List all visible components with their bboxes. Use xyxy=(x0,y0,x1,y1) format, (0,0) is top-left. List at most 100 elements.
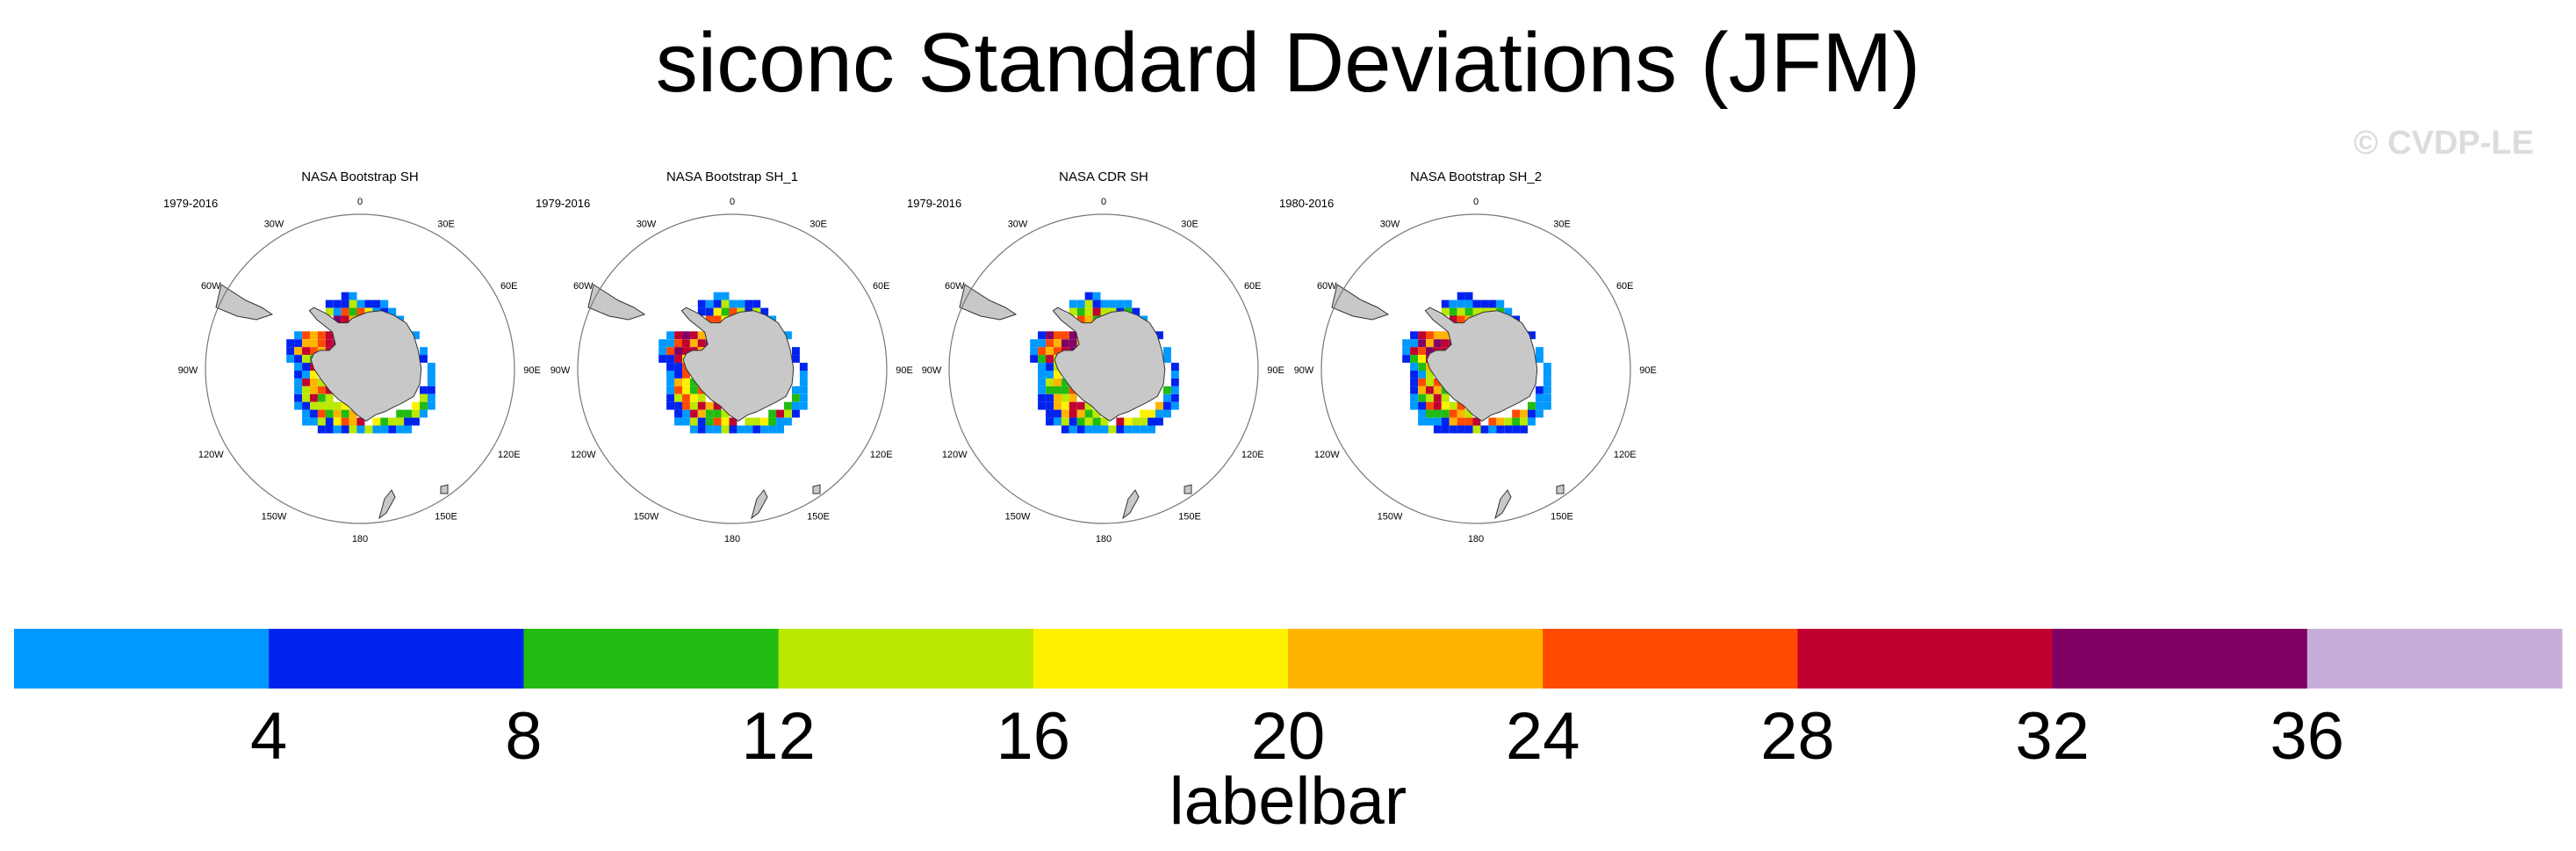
data-cell xyxy=(1418,347,1427,356)
data-cell xyxy=(1441,339,1450,348)
data-cell xyxy=(1116,417,1125,426)
data-cell xyxy=(705,401,714,410)
data-cell xyxy=(729,425,738,434)
data-cell xyxy=(1488,425,1497,434)
data-cell xyxy=(1426,331,1434,340)
data-cell xyxy=(1441,331,1450,340)
longitude-label: 0 xyxy=(357,197,363,207)
data-cell xyxy=(1084,315,1093,324)
data-cell xyxy=(1449,299,1457,308)
longitude-label: 60W xyxy=(945,281,965,292)
south-america-land xyxy=(1331,284,1390,321)
data-cell xyxy=(713,307,722,316)
data-cell xyxy=(1170,371,1179,379)
data-cell xyxy=(1140,409,1148,418)
data-cell xyxy=(1449,401,1457,410)
data-cell xyxy=(294,386,303,394)
data-cell xyxy=(799,386,808,394)
data-cell xyxy=(674,393,683,402)
data-cell xyxy=(1076,409,1085,418)
data-cell xyxy=(1418,339,1427,348)
data-cell xyxy=(1528,331,1536,340)
antarctica-land xyxy=(308,307,422,422)
data-cell xyxy=(388,417,397,426)
data-cell xyxy=(689,393,698,402)
data-cell xyxy=(1464,292,1473,300)
longitude-label: 60W xyxy=(201,281,221,292)
data-cell xyxy=(1084,409,1093,418)
antarctica-land xyxy=(1052,307,1166,422)
data-cell xyxy=(1418,417,1427,426)
data-cell xyxy=(1441,299,1450,308)
data-cell xyxy=(799,371,808,379)
data-cell xyxy=(1054,378,1061,386)
data-cell xyxy=(1536,401,1543,410)
data-cell xyxy=(286,339,295,348)
data-cell xyxy=(1433,401,1442,410)
data-cell xyxy=(1496,417,1505,426)
data-cell xyxy=(286,347,295,356)
data-cell xyxy=(427,378,435,386)
south-america-land xyxy=(587,284,646,321)
data-cell xyxy=(1038,331,1047,340)
data-cell xyxy=(333,409,342,418)
data-cell xyxy=(1163,393,1171,402)
data-cell xyxy=(1418,401,1427,410)
data-cell xyxy=(1433,378,1442,386)
data-cell xyxy=(1426,339,1434,348)
colorbar-tick-label: 4 xyxy=(250,699,287,774)
data-cell xyxy=(1426,401,1434,410)
data-cell xyxy=(1512,425,1521,434)
data-cell xyxy=(1528,409,1536,418)
data-cell xyxy=(713,299,722,308)
data-cell xyxy=(792,386,800,394)
data-cell xyxy=(689,339,698,348)
colorbar-segment xyxy=(523,629,780,689)
tasmania-land xyxy=(1184,484,1192,494)
panel-period: 1979-2016 xyxy=(907,197,961,210)
data-cell xyxy=(1163,355,1171,364)
map-panel-4: NASA Bootstrap SH_2 1980-2016 0 30E 60E 90E 12… xyxy=(1279,169,1657,544)
longitude-label: 150W xyxy=(1005,511,1031,522)
data-cell xyxy=(682,417,690,426)
data-cell xyxy=(1046,417,1054,426)
data-cell xyxy=(1410,371,1419,379)
data-cell xyxy=(1496,299,1505,308)
data-cell xyxy=(705,299,714,308)
data-cell xyxy=(1543,378,1551,386)
data-cell xyxy=(310,401,318,410)
data-cell xyxy=(1457,307,1465,316)
data-cell xyxy=(1076,315,1085,324)
data-cell xyxy=(1457,299,1465,308)
data-cell xyxy=(1038,339,1047,348)
map-panel-2: NASA Bootstrap SH_1 1979-2016 0 30E 60E 90E 12… xyxy=(536,169,913,544)
data-cell xyxy=(333,307,342,316)
panel-period: 1979-2016 xyxy=(536,197,590,210)
data-cell xyxy=(666,331,675,340)
data-cell xyxy=(294,393,303,402)
data-cell xyxy=(713,401,722,410)
data-cell xyxy=(1418,355,1427,364)
data-cell xyxy=(1061,425,1069,434)
longitude-label: 150W xyxy=(1378,511,1403,522)
data-cell xyxy=(294,371,303,379)
tasmania-land xyxy=(1556,484,1565,494)
colorbar-label: labelbar xyxy=(1169,764,1407,839)
data-cell xyxy=(404,417,413,426)
data-cell xyxy=(737,425,745,434)
data-cell xyxy=(674,331,683,340)
data-cell xyxy=(302,331,311,340)
data-cell xyxy=(1084,425,1093,434)
longitude-label: 180 xyxy=(724,534,740,544)
data-cell xyxy=(1433,425,1442,434)
data-cell xyxy=(1084,292,1093,300)
data-cell xyxy=(302,386,311,394)
data-cell xyxy=(1457,417,1465,426)
longitude-label: 120W xyxy=(198,450,224,460)
data-cell xyxy=(705,307,714,316)
data-cell xyxy=(721,409,730,418)
data-cell xyxy=(1410,347,1419,356)
colorbar: 4 8 12 16 20 24 28 32 36 labelbar xyxy=(14,629,2563,839)
data-cell xyxy=(317,339,326,348)
data-cell xyxy=(776,425,785,434)
